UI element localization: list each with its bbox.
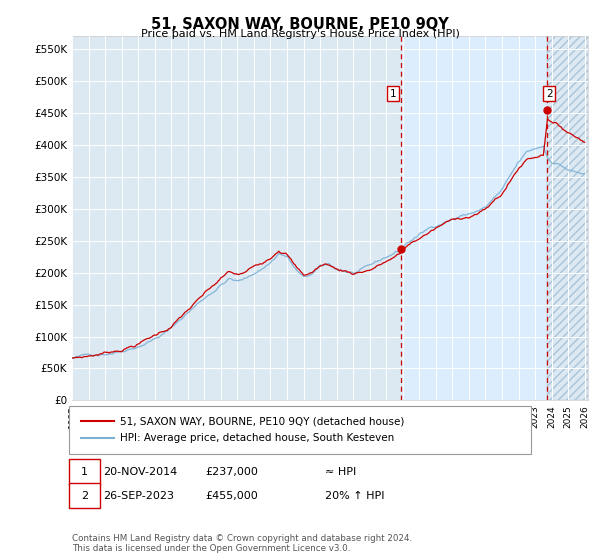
Text: 20% ↑ HPI: 20% ↑ HPI <box>325 491 385 501</box>
Text: 2: 2 <box>546 89 553 99</box>
Text: Contains HM Land Registry data © Crown copyright and database right 2024.
This d: Contains HM Land Registry data © Crown c… <box>72 534 412 553</box>
Text: 1: 1 <box>81 467 88 477</box>
Bar <box>547 36 588 400</box>
Bar <box>401 36 547 400</box>
Text: £455,000: £455,000 <box>205 491 258 501</box>
Text: HPI: Average price, detached house, South Kesteven: HPI: Average price, detached house, Sout… <box>120 433 394 444</box>
Text: 1: 1 <box>389 89 396 99</box>
Text: 2: 2 <box>81 491 88 501</box>
Text: £237,000: £237,000 <box>205 467 258 477</box>
Text: ≈ HPI: ≈ HPI <box>325 467 356 477</box>
Text: Price paid vs. HM Land Registry's House Price Index (HPI): Price paid vs. HM Land Registry's House … <box>140 29 460 39</box>
Text: 51, SAXON WAY, BOURNE, PE10 9QY (detached house): 51, SAXON WAY, BOURNE, PE10 9QY (detache… <box>120 416 404 426</box>
Text: 20-NOV-2014: 20-NOV-2014 <box>103 467 178 477</box>
Text: 51, SAXON WAY, BOURNE, PE10 9QY: 51, SAXON WAY, BOURNE, PE10 9QY <box>151 17 449 32</box>
Text: 26-SEP-2023: 26-SEP-2023 <box>103 491 174 501</box>
